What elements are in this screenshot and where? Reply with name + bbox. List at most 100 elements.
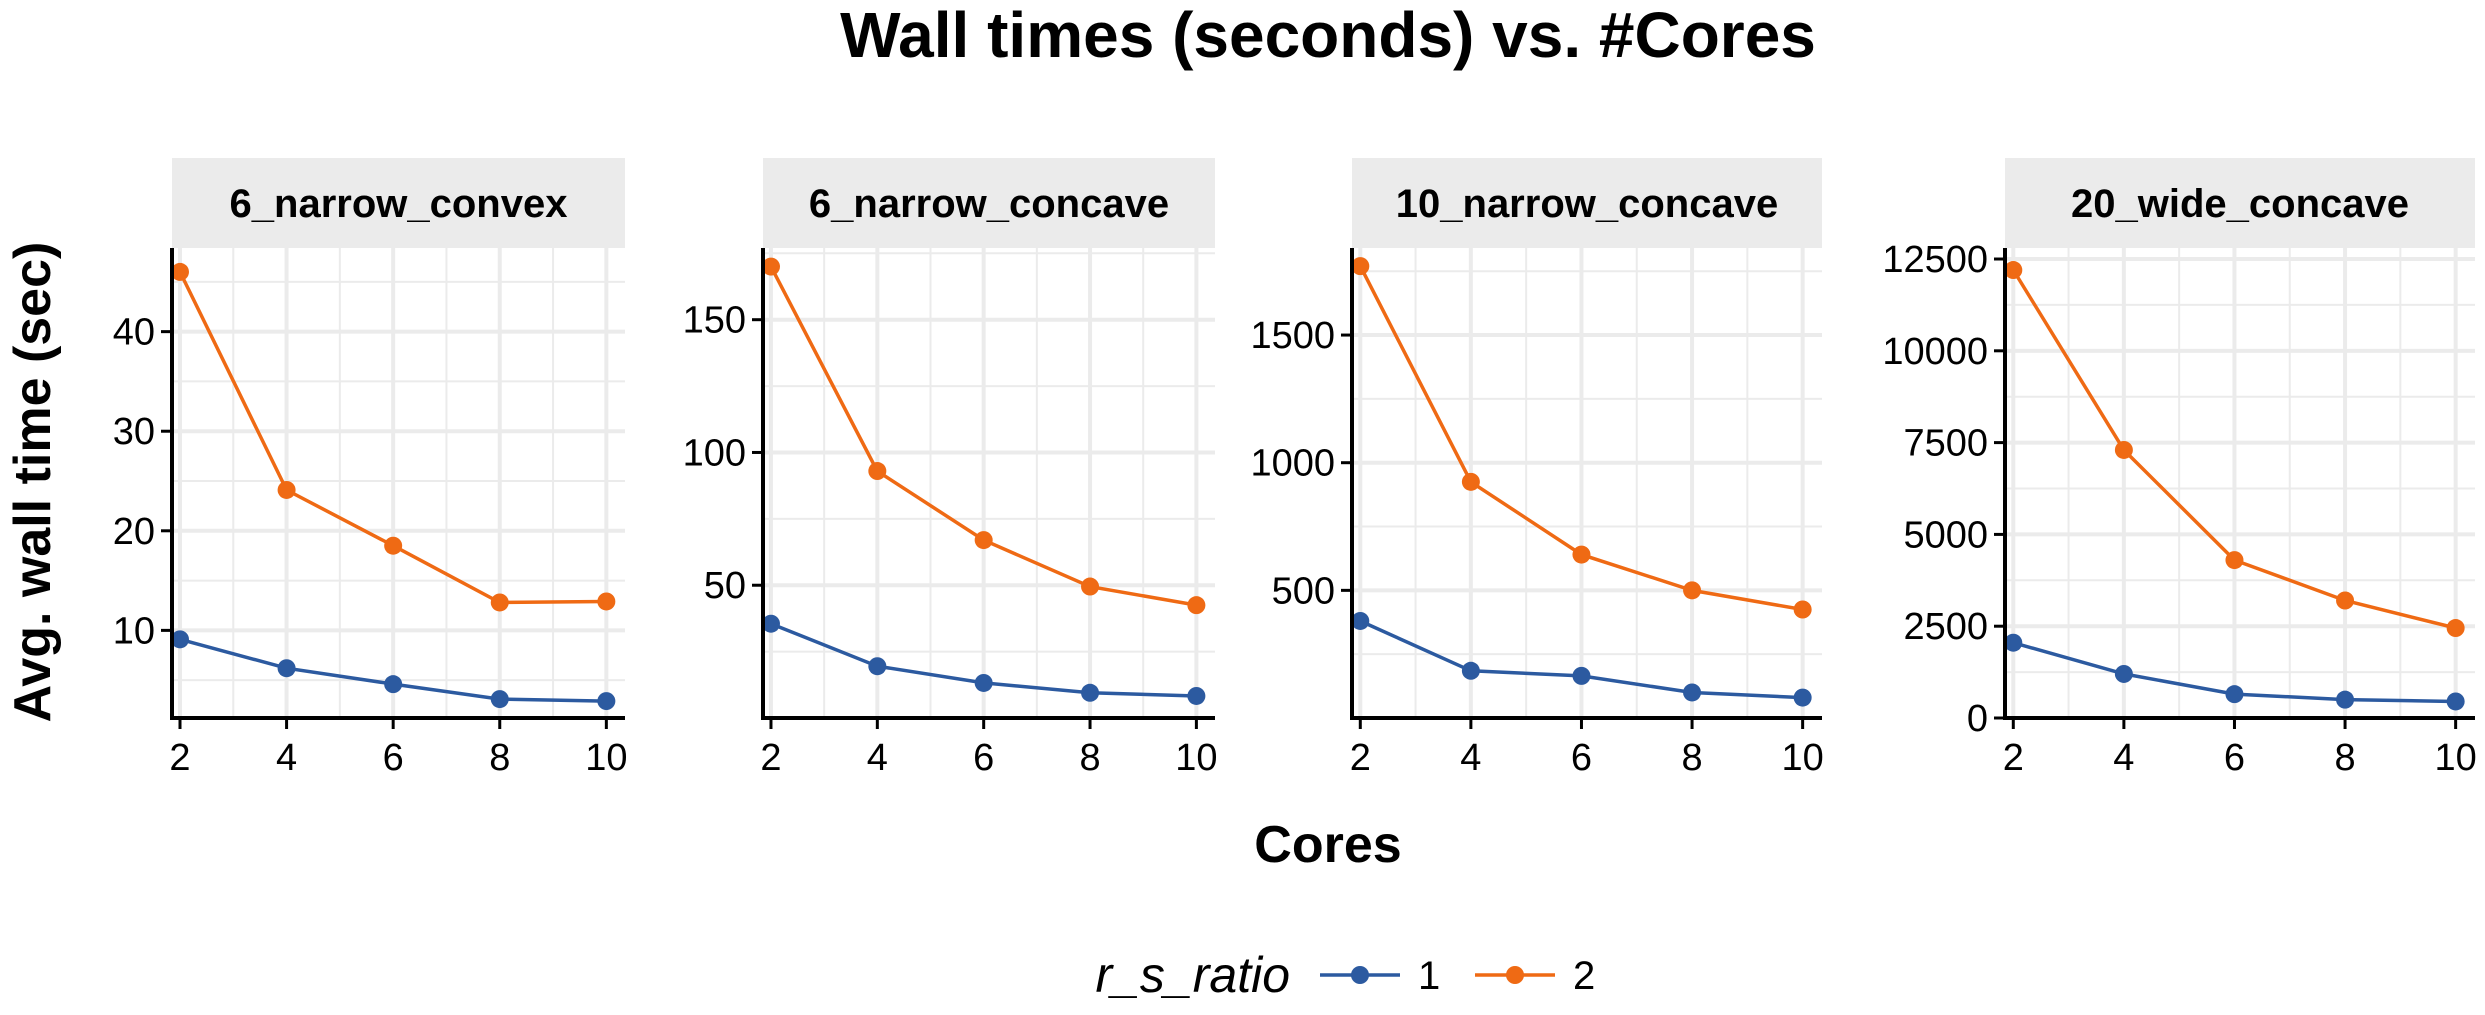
x-tick-label: 6	[1571, 737, 1592, 779]
y-tick-label: 12500	[1882, 239, 1988, 281]
data-point-1	[490, 690, 509, 709]
data-point-1	[1081, 683, 1100, 702]
data-point-2	[2114, 440, 2133, 459]
data-point-2	[384, 536, 403, 555]
panel-10_narrow_concave: 10_narrow_concave 2 4 6 8 10 500 1000 1500	[1250, 158, 1824, 779]
x-tick-label: 10	[1782, 737, 1824, 779]
strip-background	[172, 158, 625, 248]
x-tick-label: 4	[2113, 737, 2134, 779]
x-tick-label: 4	[867, 737, 888, 779]
y-tick-label: 1500	[1250, 315, 1335, 357]
data-point-1	[2225, 685, 2244, 704]
data-point-1	[974, 673, 993, 692]
data-point-2	[868, 462, 887, 481]
data-point-2	[277, 480, 296, 499]
y-tick-label: 2500	[1903, 606, 1988, 648]
data-point-2	[170, 262, 189, 281]
x-tick-label: 6	[973, 737, 994, 779]
legend-key-point	[1506, 966, 1524, 984]
strip-background	[763, 158, 1215, 248]
y-tick-label: 20	[113, 511, 155, 553]
data-point-2	[1683, 581, 1702, 600]
data-point-1	[2446, 692, 2465, 711]
strip-label: 6_narrow_concave	[809, 182, 1169, 226]
data-point-2	[1351, 257, 1370, 276]
x-tick-label: 10	[2435, 737, 2477, 779]
y-tick-label: 1000	[1250, 443, 1335, 485]
strip-background	[2005, 158, 2475, 248]
legend-item-1: 1	[1320, 954, 1440, 998]
legend-label: 1	[1418, 954, 1440, 998]
legend-title: r_s_ratio	[1095, 947, 1290, 1003]
y-tick-label: 7500	[1903, 423, 1988, 465]
data-point-2	[2336, 591, 2355, 610]
chart-title: Wall times (seconds) vs. #Cores	[840, 0, 1816, 71]
data-point-2	[761, 257, 780, 276]
data-point-2	[2004, 261, 2023, 280]
data-point-1	[170, 630, 189, 649]
data-point-2	[1572, 545, 1591, 564]
data-point-1	[1351, 611, 1370, 630]
legend-label: 2	[1573, 954, 1595, 998]
data-point-1	[1683, 683, 1702, 702]
data-point-2	[1461, 472, 1480, 491]
data-point-2	[1187, 596, 1206, 615]
x-tick-label: 2	[1350, 737, 1371, 779]
data-point-1	[1187, 686, 1206, 705]
panel-6_narrow_convex: 6_narrow_convex 2 4 6 8 10 10 20 30 40	[113, 158, 627, 779]
x-tick-label: 6	[383, 737, 404, 779]
x-tick-label: 8	[489, 737, 510, 779]
x-tick-label: 10	[585, 737, 627, 779]
x-tick-label: 10	[1175, 737, 1217, 779]
x-tick-label: 4	[1460, 737, 1481, 779]
y-axis-title: Avg. wall time (sec)	[4, 242, 62, 723]
x-tick-label: 8	[1079, 737, 1100, 779]
data-point-1	[597, 692, 616, 711]
data-point-1	[384, 675, 403, 694]
data-point-1	[868, 657, 887, 676]
x-tick-label: 2	[169, 737, 190, 779]
x-axis-title: Cores	[1254, 816, 1401, 874]
panel-6_narrow_concave: 6_narrow_concave 2 4 6 8 10 50 100 150	[683, 158, 1218, 779]
data-point-2	[2225, 551, 2244, 570]
y-tick-label: 150	[683, 300, 746, 342]
x-tick-label: 4	[276, 737, 297, 779]
data-point-1	[1461, 661, 1480, 680]
strip-label: 20_wide_concave	[2071, 182, 2409, 226]
data-point-2	[1081, 577, 1100, 596]
x-tick-label: 8	[1681, 737, 1702, 779]
y-tick-label: 50	[704, 565, 746, 607]
y-tick-label: 0	[1967, 698, 1988, 740]
data-point-1	[1793, 688, 1812, 707]
strip-background	[1352, 158, 1822, 248]
y-tick-label: 5000	[1903, 514, 1988, 556]
strip-label: 6_narrow_convex	[230, 182, 568, 226]
strip-label: 10_narrow_concave	[1396, 182, 1778, 226]
data-point-1	[277, 659, 296, 678]
y-tick-label: 40	[113, 312, 155, 354]
data-point-2	[974, 531, 993, 550]
x-tick-label: 2	[2003, 737, 2024, 779]
y-tick-label: 30	[113, 411, 155, 453]
legend-item-2: 2	[1475, 954, 1595, 998]
panel-20_wide_concave: 20_wide_concave 2 4 6 8 10 0 2500 5000 7500 10000 1…	[1882, 158, 2477, 779]
data-point-2	[490, 593, 509, 612]
data-point-2	[2446, 619, 2465, 638]
y-tick-label: 10000	[1882, 331, 1988, 373]
data-point-2	[597, 592, 616, 611]
data-point-1	[1572, 666, 1591, 685]
x-tick-label: 8	[2334, 737, 2355, 779]
data-point-1	[2004, 633, 2023, 652]
data-point-1	[761, 614, 780, 633]
data-point-1	[2336, 690, 2355, 709]
x-tick-label: 2	[760, 737, 781, 779]
y-tick-label: 10	[113, 610, 155, 652]
legend-key-point	[1351, 966, 1369, 984]
data-point-1	[2114, 664, 2133, 683]
data-point-2	[1793, 600, 1812, 619]
y-tick-label: 500	[1272, 570, 1335, 612]
